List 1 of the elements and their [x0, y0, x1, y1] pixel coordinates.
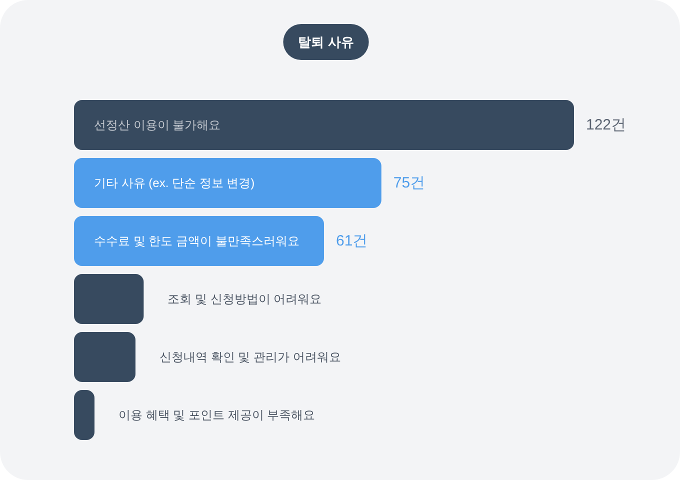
- title: 탈퇴 사유: [298, 34, 354, 50]
